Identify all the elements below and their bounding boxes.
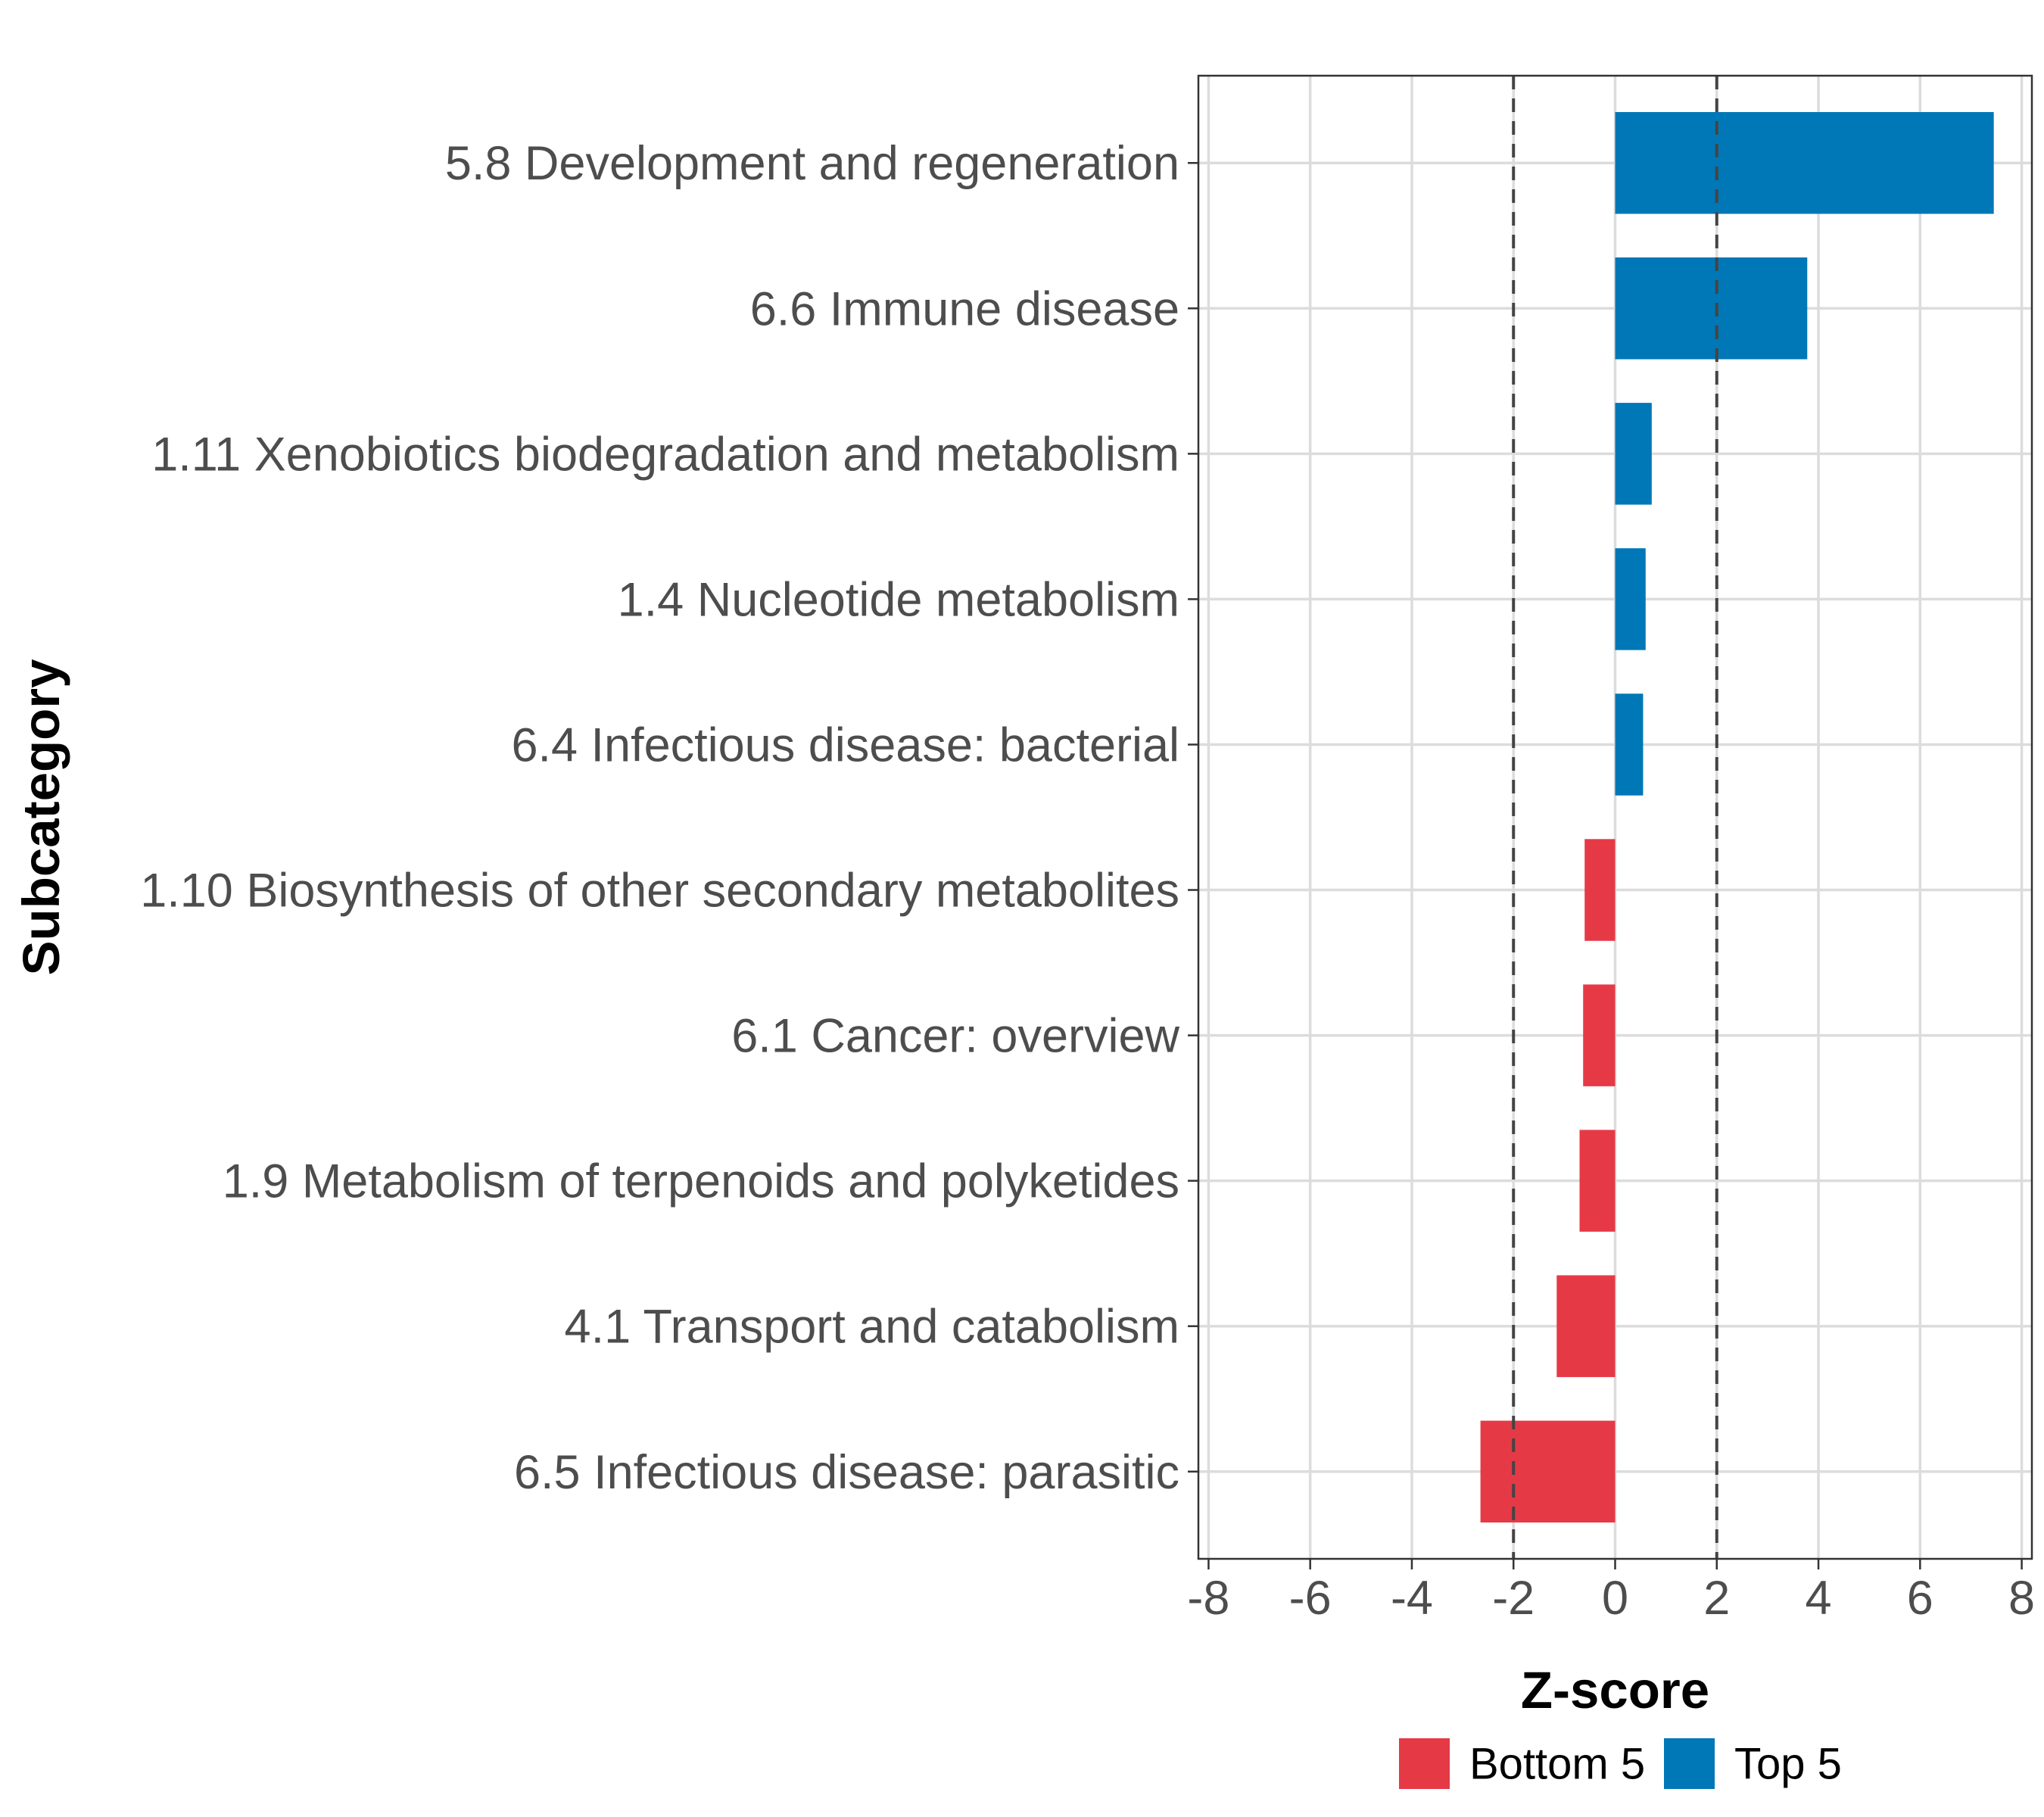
category-label: 5.8 Development and regeneration (445, 137, 1179, 190)
bar (1583, 984, 1616, 1086)
legend-swatch (1664, 1738, 1715, 1789)
y-axis-title: Subcategory (12, 659, 70, 976)
category-label: 6.1 Cancer: overview (731, 1010, 1179, 1063)
category-label: 1.4 Nucleotide metabolism (618, 573, 1179, 626)
category-label: 1.9 Metabolism of terpenoids and polyket… (223, 1155, 1179, 1208)
x-tick-label: 8 (2008, 1572, 2035, 1625)
x-axis: -8 -6 -4 -2 0 2 4 6 8 (1187, 1559, 2035, 1625)
bar (1556, 1275, 1616, 1377)
category-label: 1.10 Biosynthesis of other secondary met… (140, 865, 1179, 918)
legend-label: Bottom 5 (1469, 1740, 1645, 1789)
y-axis: 5.8 Development and regeneration 6.6 Immu… (140, 137, 1198, 1499)
category-label: 4.1 Transport and catabolism (565, 1301, 1179, 1354)
bar (1615, 693, 1644, 796)
x-tick-label: -6 (1289, 1572, 1332, 1625)
category-label: 6.4 Infectious disease: bacterial (511, 718, 1179, 771)
legend: Bottom 5 Top 5 (1399, 1738, 1842, 1789)
bar (1615, 112, 1994, 214)
bars (1480, 112, 1994, 1522)
x-tick-label: -4 (1391, 1572, 1433, 1625)
x-tick-label: 6 (1907, 1572, 1933, 1625)
x-axis-title: Z-score (1521, 1661, 1709, 1719)
legend-label: Top 5 (1734, 1740, 1842, 1789)
bar (1615, 548, 1646, 650)
bar (1584, 839, 1616, 941)
legend-swatch (1399, 1738, 1450, 1789)
bar (1579, 1130, 1616, 1232)
bar (1480, 1420, 1616, 1522)
reference-lines (1512, 76, 1718, 1559)
category-label: 1.11 Xenobiotics biodegradation and meta… (151, 428, 1179, 481)
x-tick-label: 4 (1806, 1572, 1832, 1625)
category-label: 6.6 Immune disease (750, 282, 1179, 335)
category-label: 6.5 Infectious disease: parasitic (514, 1446, 1179, 1499)
x-tick-label: 2 (1703, 1572, 1730, 1625)
bar (1615, 403, 1652, 505)
x-tick-label: 0 (1602, 1572, 1628, 1625)
x-tick-label: -2 (1492, 1572, 1535, 1625)
bar (1615, 257, 1808, 360)
x-tick-label: -8 (1187, 1572, 1229, 1625)
